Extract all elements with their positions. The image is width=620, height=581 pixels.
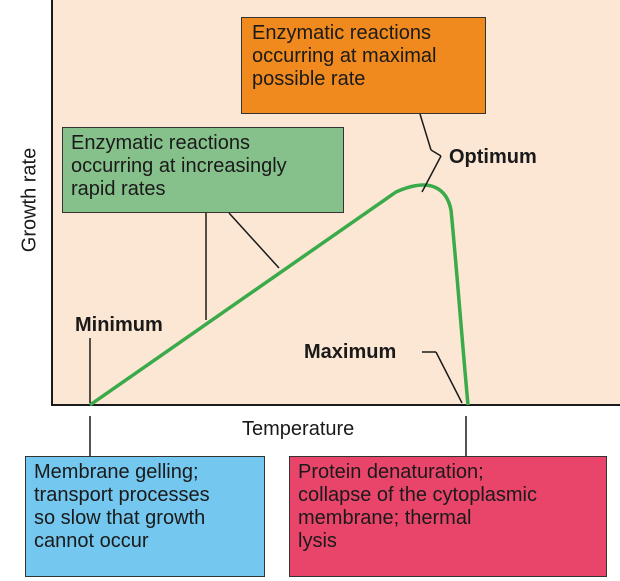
optimum-note-box: Enzymatic reactions occurring at maximal… (241, 17, 486, 114)
increasing-note-line: Enzymatic reactions (71, 132, 250, 154)
increasing-note-line: rapid rates (71, 178, 166, 200)
optimum-leader-line-upper (430, 149, 442, 157)
optimum-note-line: occurring at maximal (252, 45, 437, 67)
minimum-note-line: transport processes (34, 484, 210, 506)
optimum-note-line: Enzymatic reactions (252, 22, 431, 44)
x-axis-label: Temperature (242, 418, 355, 440)
increasing-rate-note-box: Enzymatic reactions occurring at increas… (62, 127, 344, 213)
increasing-note-line: occurring at increasingly (71, 155, 287, 177)
maximum-note-line: collapse of the cytoplasmic (298, 484, 538, 506)
minimum-note-box: Membrane gelling; transport processes so… (25, 456, 265, 577)
minimum-note-line: so slow that growth (34, 507, 206, 529)
optimum-note-line: possible rate (252, 68, 366, 90)
maximum-note-line: membrane; thermal (298, 507, 472, 529)
maximum-note-box: Protein denaturation; collapse of the cy… (289, 456, 607, 577)
maximum-note-line: lysis (298, 530, 337, 552)
minimum-label: Minimum (75, 314, 163, 336)
y-axis-label: Growth rate (18, 147, 41, 253)
minimum-note-line: Membrane gelling; (34, 461, 199, 483)
optimum-leader-line-lower (421, 155, 442, 193)
optimum-label: Optimum (449, 146, 537, 168)
maximum-label: Maximum (304, 341, 397, 363)
minimum-note-line: cannot occur (34, 530, 149, 552)
growth-curve (89, 183, 470, 407)
maximum-note-line: Protein denaturation; (298, 461, 484, 483)
orange-leader-line (419, 113, 432, 151)
maximum-leader-diagonal (435, 351, 463, 404)
green-leader-line-2 (228, 212, 280, 269)
